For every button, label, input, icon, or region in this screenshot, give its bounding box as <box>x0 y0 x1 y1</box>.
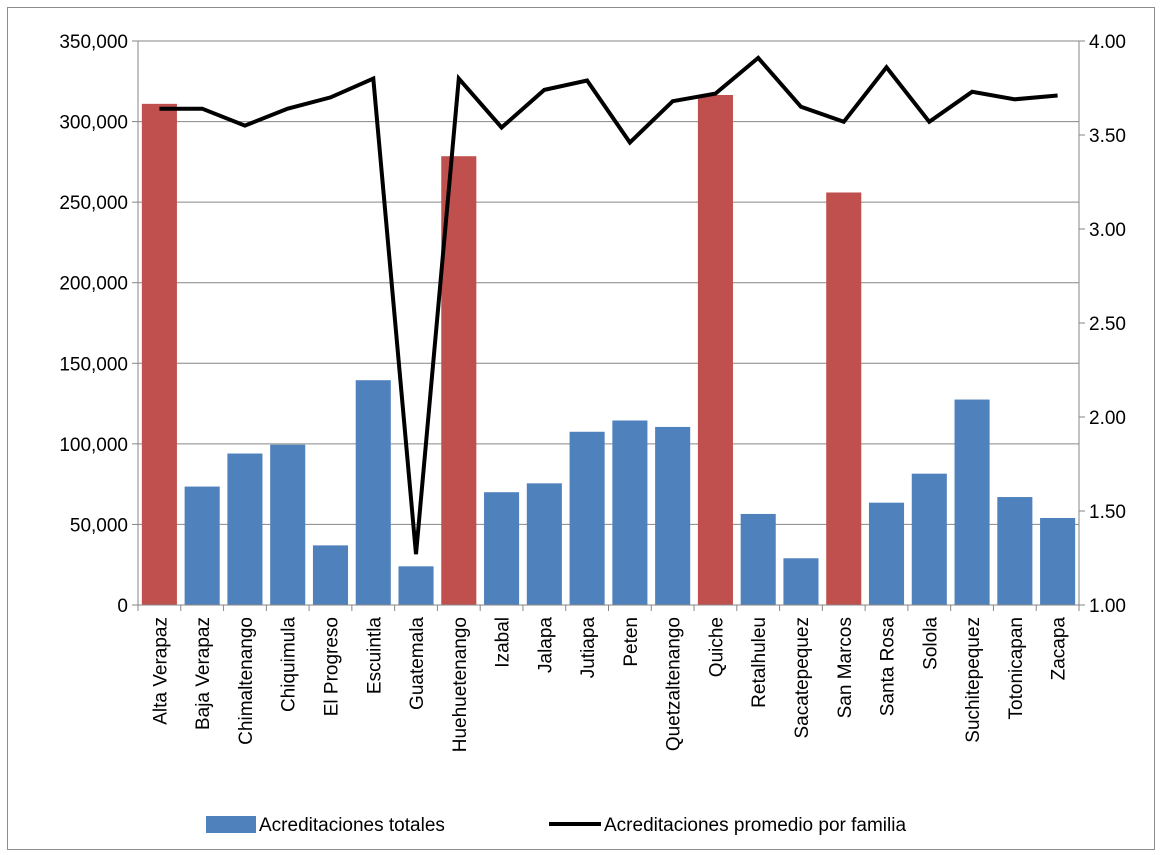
y-left-tick-label: 50,000 <box>70 515 128 536</box>
bar-quiche <box>697 94 733 606</box>
x-tick-label: Santa Rosa <box>878 617 899 717</box>
y-left-tick-label: 250,000 <box>59 193 128 214</box>
line-promedio <box>159 55 1058 555</box>
x-tick-label: Solola <box>920 617 941 670</box>
bar-jalapa <box>526 483 562 605</box>
y-axis-left-labels: 0 50,000 100,000 150,000 200,000 250,000 300,0… <box>59 32 128 617</box>
x-tick-label: Quiche <box>706 617 727 677</box>
bar-escuintla <box>355 380 391 605</box>
bar-alta-verapaz <box>141 103 177 606</box>
bar-chiquimula <box>270 444 306 605</box>
x-tick-label: Zacapa <box>1049 617 1070 681</box>
bar-solola <box>911 473 947 605</box>
y-left-tick-label: 350,000 <box>59 32 128 53</box>
bar-zacapa <box>1040 517 1076 605</box>
x-tick-label: Baja Verapaz <box>193 617 214 730</box>
legend-label-bars: Acreditaciones totales <box>259 815 445 836</box>
y-right-tick-label: 4.00 <box>1089 32 1126 53</box>
bar-chimaltenango <box>227 453 263 605</box>
bar-el-progreso <box>312 545 349 605</box>
axes <box>132 40 1085 611</box>
y-axis-right-labels: 1.00 1.50 2.00 2.50 3.00 3.50 4.00 <box>1089 32 1126 617</box>
x-tick-label: Jalapa <box>535 617 556 673</box>
x-tick-label: Totonicapan <box>1006 617 1027 719</box>
x-tick-label: Huehuetenango <box>450 617 471 752</box>
x-tick-label: Peten <box>621 617 642 667</box>
line-series <box>159 55 1058 555</box>
y-right-tick-label: 1.50 <box>1089 502 1126 523</box>
x-tick-label: Chiquimula <box>279 617 300 712</box>
bar-quetzaltenango <box>655 426 691 605</box>
legend-label-line: Acreditaciones promedio por familia <box>604 815 906 836</box>
x-tick-label: El Progreso <box>322 617 343 716</box>
x-tick-label: Quetzaltenango <box>664 617 685 751</box>
bar-huehuetenango <box>441 156 477 605</box>
y-right-tick-label: 2.50 <box>1089 314 1126 335</box>
legend: Acreditaciones totales Acreditaciones pr… <box>206 815 906 836</box>
bar-totonicapan <box>997 497 1033 605</box>
x-tick-label: San Marcos <box>835 617 856 718</box>
y-left-tick-label: 0 <box>117 596 128 617</box>
y-left-tick-label: 100,000 <box>59 435 128 456</box>
y-right-tick-label: 3.00 <box>1089 220 1126 241</box>
x-axis-labels: Alta Verapaz Baja Verapaz Chimaltenango Chi… <box>150 617 1069 753</box>
bar-suchitepequez <box>954 399 990 605</box>
x-tick-label: Jutiapa <box>578 617 599 679</box>
x-tick-label: Alta Verapaz <box>150 617 171 725</box>
legend-swatch-bars <box>206 816 256 833</box>
y-left-tick-label: 200,000 <box>59 274 128 295</box>
y-right-tick-label: 2.00 <box>1089 408 1126 429</box>
bar-san-marcos <box>826 192 862 605</box>
x-tick-label: Suchitepequez <box>963 617 984 743</box>
bar-sacatepequez <box>783 558 819 605</box>
bar-peten <box>612 420 648 605</box>
y-right-tick-label: 3.50 <box>1089 126 1126 147</box>
x-tick-label: Retalhuleu <box>749 617 770 708</box>
y-right-tick-label: 1.00 <box>1089 596 1126 617</box>
bar-retalhuleu <box>740 513 776 605</box>
bar-jutiapa <box>569 431 605 605</box>
x-tick-label: Guatemala <box>407 617 428 710</box>
y-left-tick-label: 150,000 <box>59 354 128 375</box>
bar-guatemala <box>398 566 434 605</box>
x-tick-label: Escuintla <box>364 617 385 695</box>
x-tick-label: Izabal <box>493 617 514 668</box>
bar-baja-verapaz <box>184 486 220 605</box>
bar-series <box>141 94 1076 606</box>
x-tick-label: Sacatepequez <box>792 617 813 739</box>
y-left-tick-label: 300,000 <box>59 113 128 134</box>
x-tick-label: Chimaltenango <box>236 617 257 745</box>
bar-santa-rosa <box>868 502 905 605</box>
bar-izabal <box>484 492 520 605</box>
